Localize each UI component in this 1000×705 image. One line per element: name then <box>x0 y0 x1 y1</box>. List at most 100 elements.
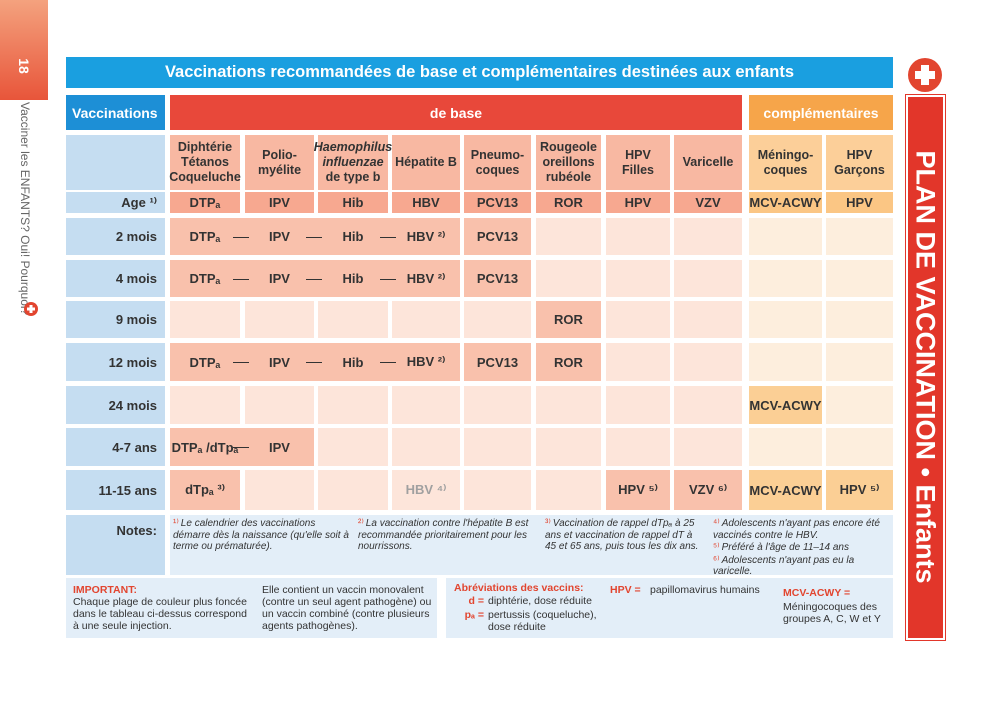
note-text: Le calendrier des vaccinations démarre d… <box>173 518 349 552</box>
dose-cell: ROR <box>536 343 601 381</box>
important-text: Chaque plage de couleur plus foncée dans… <box>73 596 247 632</box>
note-mark: ³⁾ <box>545 518 551 529</box>
vaccine-name-line: de type b <box>325 170 381 184</box>
empty-cell <box>464 301 531 338</box>
abbr-text: pertussis (coqueluche), dose réduite <box>488 609 597 633</box>
dose-dash <box>306 362 322 363</box>
vaccine-abbr: HPV <box>826 192 893 213</box>
vaccine-name: Rougeole oreillons rubéole <box>536 135 601 190</box>
abbr-text: Méningocoques des groupes A, C, W et Y <box>783 601 881 625</box>
vaccine-name-line: oreillons <box>542 155 595 169</box>
dose-label: PCV13 <box>476 229 519 244</box>
abbr-key: MCV-ACWY = <box>783 587 851 599</box>
empty-cell <box>318 470 388 510</box>
note: ⁶⁾ Adolescents n'ayant pas eu la varicell… <box>713 555 893 578</box>
important-text2: Elle contient un vaccin monovalent (cont… <box>262 584 432 632</box>
empty-cell <box>606 260 670 297</box>
dose-label: VZV ⁶⁾ <box>688 482 728 497</box>
dose-label: PCV13 <box>476 271 519 286</box>
empty-cell <box>674 301 742 338</box>
dose-cell: VZV ⁶⁾ <box>674 470 742 510</box>
dose-dash <box>306 236 322 238</box>
vaccine-name: Pneumo-coques <box>464 135 531 190</box>
vaccine-name-line: Polio- <box>262 147 297 162</box>
dose-cell: dTpₐ ³⁾ <box>170 470 240 510</box>
vaccine-name-line: Diphtérie <box>177 140 233 154</box>
empty-cell <box>826 301 893 338</box>
note-text: Adolescents n'ayant pas eu la varicelle. <box>713 554 855 578</box>
empty-cell <box>749 218 822 255</box>
important-heading: IMPORTANT: <box>73 584 137 596</box>
empty-cell <box>245 301 314 338</box>
label-col-head <box>66 135 165 190</box>
vaccine-name-line: Hépatite B <box>395 155 457 169</box>
abbr-key: HPV = <box>610 584 641 596</box>
age-cell: 9 mois <box>66 301 165 338</box>
note-text: Préféré à l'âge de 11–14 ans <box>721 542 849 553</box>
dose-label: PCV13 <box>476 354 519 370</box>
dose-label: HBV ²⁾ <box>406 270 446 286</box>
dose-label: DTPₐ <box>189 271 221 286</box>
vaccine-name-line: Garçons <box>834 162 885 177</box>
vaccine-name-line: Tétanos <box>181 155 229 169</box>
empty-cell: HBV ⁴⁾ <box>392 470 460 510</box>
vaccine-abbr: ROR <box>536 192 601 213</box>
abbr-heading: Abréviations des vaccins: <box>454 582 584 594</box>
note: ⁵⁾ Préféré à l'âge de 11–14 ans <box>713 542 893 554</box>
empty-cell <box>464 386 531 424</box>
dose-cell: DTPₐ IPV Hib HBV ²⁾ <box>170 343 460 381</box>
dose-dash <box>380 362 396 363</box>
note: ²⁾ La vaccination contre l'hépatite B est… <box>358 518 533 553</box>
group-compl: complémentaires <box>749 95 893 130</box>
empty-cell <box>392 386 460 424</box>
vaccine-name: Polio-myélite <box>245 135 314 190</box>
age-cell: 2 mois <box>66 218 165 255</box>
empty-cell <box>749 428 822 466</box>
empty-cell <box>536 260 601 297</box>
note-mark: ⁵⁾ <box>713 542 720 553</box>
vaccine-abbr: Hib <box>318 192 388 213</box>
abbr-text: papillomavirus humains <box>650 584 760 596</box>
note: ³⁾ Vaccination de rappel dTpₐ à 25 ans et… <box>545 518 705 553</box>
vaccine-abbr: MCV-ACWY <box>749 192 822 213</box>
empty-cell <box>245 386 314 424</box>
vaccine-name-line: influenzae <box>322 155 384 169</box>
empty-cell <box>826 218 893 255</box>
vaccine-name-line: coques <box>475 162 520 177</box>
empty-cell <box>749 301 822 338</box>
empty-cell <box>749 260 822 297</box>
age-cell: 4 mois <box>66 260 165 297</box>
empty-cell <box>536 428 601 466</box>
dose-dash <box>380 236 396 238</box>
age-cell: 12 mois <box>66 343 165 381</box>
vaccine-name-line: HPV <box>625 147 651 162</box>
dose-cell: DTPₐ /dTpₐ IPV <box>170 428 314 466</box>
swiss-icon <box>24 302 38 316</box>
age-cell: 11-15 ans <box>66 470 165 510</box>
vaccine-name-line: Méningo- <box>757 147 814 162</box>
vaccine-name-line: HPV <box>846 147 873 162</box>
note-mark: ⁴⁾ <box>713 518 720 529</box>
vaccine-name-line: Filles <box>622 162 654 177</box>
dose-label: MCV-ACWY <box>749 482 822 498</box>
dose-cell: HPV ⁵⁾ <box>826 470 893 510</box>
dose-label: HBV ⁴⁾ <box>405 482 447 497</box>
title-bar: Vaccinations recommandées de base et com… <box>66 57 893 88</box>
abbr-box <box>446 578 893 638</box>
empty-cell <box>606 386 670 424</box>
empty-cell <box>318 301 388 338</box>
side-text: Vacciner les ENFANTS? Oui! Pourquoi? <box>18 102 32 316</box>
dose-label: HBV ²⁾ <box>406 228 446 244</box>
vaccine-abbr: VZV <box>674 192 742 213</box>
note-group: ¹⁾ Le calendrier des vaccinations démarre… <box>173 518 353 554</box>
dose-label: Hib <box>342 271 364 286</box>
notes-label: Notes: <box>66 515 165 575</box>
dose-dash <box>233 278 249 280</box>
dose-label: dTpₐ ³⁾ <box>185 482 225 497</box>
note-text: Adolescents n'ayant pas encore été vacci… <box>713 518 880 541</box>
vaccine-name-line: Rougeole <box>540 140 597 154</box>
empty-cell <box>392 428 460 466</box>
age-cell: 4-7 ans <box>66 428 165 466</box>
dose-dash <box>233 236 249 238</box>
note-mark: ¹⁾ <box>173 518 179 529</box>
